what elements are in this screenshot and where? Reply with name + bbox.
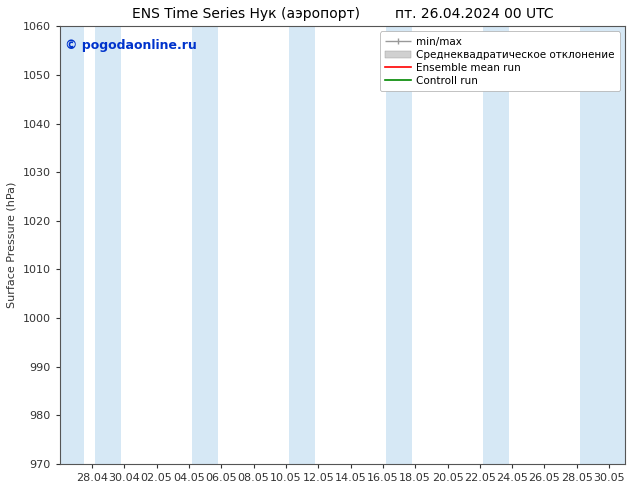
- Bar: [95, 26, 121, 464]
- Bar: [386, 26, 412, 464]
- Bar: [192, 26, 218, 464]
- Bar: [60, 26, 84, 464]
- Y-axis label: Surface Pressure (hPa): Surface Pressure (hPa): [7, 182, 17, 308]
- Bar: [289, 26, 315, 464]
- Title: ENS Time Series Нук (аэропорт)        пт. 26.04.2024 00 UTC: ENS Time Series Нук (аэропорт) пт. 26.04…: [132, 7, 553, 21]
- Text: © pogodaonline.ru: © pogodaonline.ru: [65, 39, 197, 52]
- Legend: min/max, Среднеквадратическое отклонение, Ensemble mean run, Controll run: min/max, Среднеквадратическое отклонение…: [380, 31, 620, 91]
- Bar: [580, 26, 625, 464]
- Bar: [483, 26, 509, 464]
